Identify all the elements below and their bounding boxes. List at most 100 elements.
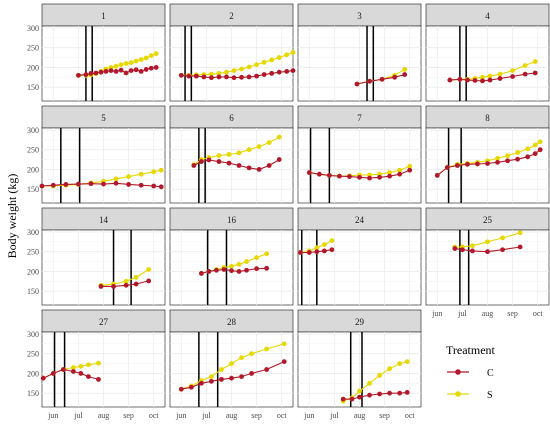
data-point-S (321, 242, 327, 248)
data-point-C (193, 73, 199, 79)
data-point-S (537, 139, 543, 145)
data-point-S (387, 170, 393, 176)
data-point-C (532, 70, 538, 76)
data-point-C (387, 173, 393, 179)
data-point-C (108, 68, 114, 74)
data-point-S (266, 140, 272, 146)
data-point-C (517, 244, 523, 250)
y-tick-label: 200 (27, 267, 39, 276)
data-point-C (254, 266, 260, 272)
data-point-C (447, 77, 453, 83)
data-point-S (276, 55, 282, 60)
data-point-S (367, 380, 372, 386)
data-point-C (101, 181, 106, 187)
data-point-C (246, 165, 252, 171)
data-point-S (480, 74, 485, 80)
data-point-S (133, 58, 139, 64)
data-point-S (397, 167, 403, 173)
x-tick-label: aug (98, 411, 110, 420)
data-point-S (128, 60, 134, 66)
data-point-C (138, 182, 144, 188)
data-point-S (517, 230, 523, 236)
data-point-S (357, 388, 362, 394)
data-point-S (281, 341, 287, 347)
data-point-C (128, 68, 134, 74)
data-point-S (284, 52, 290, 58)
data-point-C (133, 67, 139, 73)
data-point-S (244, 259, 249, 264)
data-point-C (96, 376, 101, 382)
data-point-C (40, 375, 46, 381)
x-tick-label: jun (47, 411, 58, 420)
panel-strip-label: 28 (227, 317, 237, 327)
y-tick-label: 200 (27, 165, 39, 174)
data-point-S (209, 71, 214, 77)
data-point-S (397, 361, 403, 366)
x-tick-label: jun (303, 411, 314, 420)
data-point-C (357, 174, 362, 180)
series-line-C (449, 72, 536, 82)
data-point-C (216, 159, 222, 164)
data-point-C (75, 72, 81, 78)
data-point-C (63, 182, 69, 187)
data-point-S (510, 68, 516, 74)
data-point-C (219, 376, 224, 382)
data-point-S (485, 239, 490, 245)
data-point-C (357, 394, 362, 400)
data-point-C (316, 171, 322, 177)
data-point-S (495, 155, 500, 161)
data-point-C (510, 74, 516, 79)
data-point-S (404, 359, 410, 365)
data-point-S (138, 57, 144, 62)
data-point-C (465, 77, 470, 83)
data-point-C (198, 380, 204, 386)
x-tick-label: aug (226, 411, 238, 420)
data-point-C (349, 396, 355, 402)
panel-strip-label: 16 (227, 215, 237, 225)
data-point-C (377, 174, 382, 180)
data-point-C (50, 182, 56, 188)
data-point-C (298, 250, 303, 255)
series-line-C (181, 70, 294, 79)
data-point-C (470, 248, 475, 254)
data-point-C (457, 76, 463, 82)
data-point-S (123, 278, 129, 284)
data-point-S (138, 171, 144, 177)
data-point-S (329, 238, 335, 244)
data-point-C (246, 74, 252, 80)
y-tick-label: 150 (27, 83, 39, 92)
data-point-C (244, 267, 249, 273)
series-line-C (181, 361, 285, 390)
data-point-C (459, 247, 465, 253)
data-point-C (249, 371, 254, 376)
data-point-C (229, 375, 234, 381)
data-point-S (151, 169, 157, 175)
data-point-C (290, 68, 296, 74)
series-line-C (193, 159, 280, 170)
data-point-C (206, 269, 212, 274)
data-point-C (485, 161, 490, 166)
data-point-C (216, 74, 222, 80)
data-point-C (178, 72, 184, 78)
data-point-S (96, 360, 101, 366)
data-point-C (153, 65, 159, 70)
data-point-C (264, 265, 270, 271)
data-point-C (221, 267, 227, 272)
data-point-C (407, 167, 413, 173)
data-point-C (525, 154, 531, 160)
data-point-C (397, 171, 403, 177)
data-point-C (480, 78, 485, 84)
data-point-C (186, 73, 192, 79)
data-point-C (522, 71, 528, 77)
x-tick-label: sep (123, 411, 134, 420)
data-point-S (515, 150, 521, 155)
panel-strip-label: 24 (355, 215, 365, 225)
data-point-S (256, 144, 262, 149)
panel-strip-label: 14 (99, 215, 109, 225)
data-point-C (452, 246, 458, 251)
data-point-C (515, 156, 521, 162)
panel-8: 8 (425, 105, 550, 204)
data-point-C (103, 68, 109, 74)
data-point-C (367, 175, 372, 181)
data-point-S (113, 63, 119, 69)
